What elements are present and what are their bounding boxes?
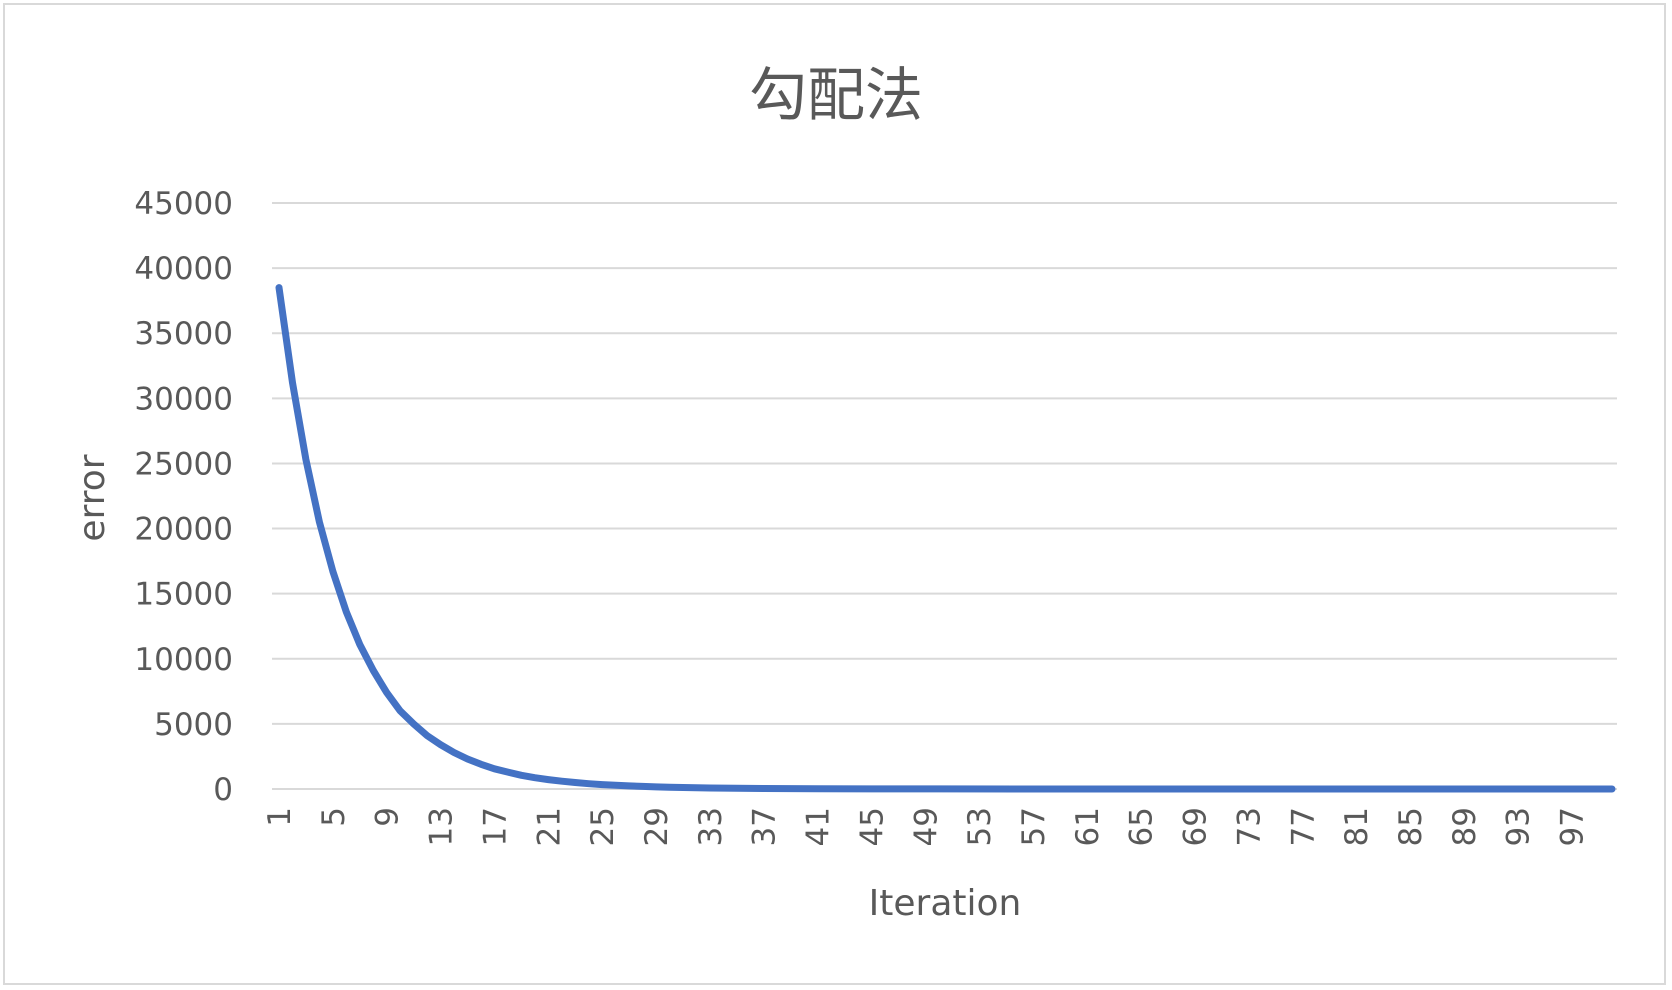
- x-tick-label: 37: [747, 807, 783, 846]
- y-tick-label: 20000: [134, 512, 233, 548]
- x-tick-label: 57: [1016, 807, 1052, 846]
- x-tick-label: 69: [1178, 807, 1214, 846]
- y-tick-label: 45000: [134, 186, 233, 222]
- x-tick-label: 45: [854, 807, 890, 846]
- x-tick-label: 65: [1124, 807, 1160, 846]
- y-tick-label: 10000: [134, 642, 233, 678]
- x-tick-label: 13: [424, 807, 460, 846]
- x-tick-label: 73: [1231, 807, 1267, 846]
- y-axis-label: error: [72, 454, 113, 541]
- x-tick-label: 49: [908, 807, 944, 846]
- series-line-0: [275, 284, 1616, 793]
- series-layer: [275, 284, 1616, 793]
- x-tick-label: 29: [639, 807, 675, 846]
- x-tick-label: 1: [262, 807, 298, 827]
- x-tick-label: 17: [477, 807, 513, 846]
- y-axis-ticks: 0 5000 10000 15000 20000 25000 30000 35000 40000…: [134, 186, 233, 808]
- chart-frame: [3, 3, 1666, 985]
- x-tick-label: 89: [1447, 807, 1483, 846]
- y-tick-label: 35000: [134, 316, 233, 352]
- y-tick-label: 0: [213, 772, 233, 808]
- x-tick-label: 21: [531, 807, 567, 846]
- x-tick-label: 33: [693, 807, 729, 846]
- x-tick-label: 41: [801, 807, 837, 846]
- x-tick-label: 85: [1393, 807, 1429, 846]
- y-tick-label: 15000: [134, 577, 233, 613]
- gridlines: [272, 202, 1617, 790]
- x-tick-label: 5: [316, 807, 352, 827]
- y-tick-label: 5000: [154, 707, 233, 743]
- y-tick-label: 40000: [134, 251, 233, 287]
- x-tick-label: 97: [1555, 807, 1591, 846]
- x-axis-ticks: 1 5 9 13 17 21 25 29 33 37 41 45 49 53 57 61 65 69 73 77 81 8…: [262, 807, 1591, 846]
- x-tick-label: 25: [585, 807, 621, 846]
- x-tick-label: 93: [1501, 807, 1537, 846]
- y-tick-label: 25000: [134, 446, 233, 482]
- y-tick-label: 30000: [134, 381, 233, 417]
- x-axis-label: Iteration: [869, 883, 1022, 924]
- x-tick-label: 61: [1070, 807, 1106, 846]
- x-tick-label: 81: [1339, 807, 1375, 846]
- x-tick-label: 9: [370, 807, 406, 827]
- x-tick-label: 53: [962, 807, 998, 846]
- chart-title: 勾配法: [749, 61, 923, 129]
- x-tick-label: 77: [1285, 807, 1321, 846]
